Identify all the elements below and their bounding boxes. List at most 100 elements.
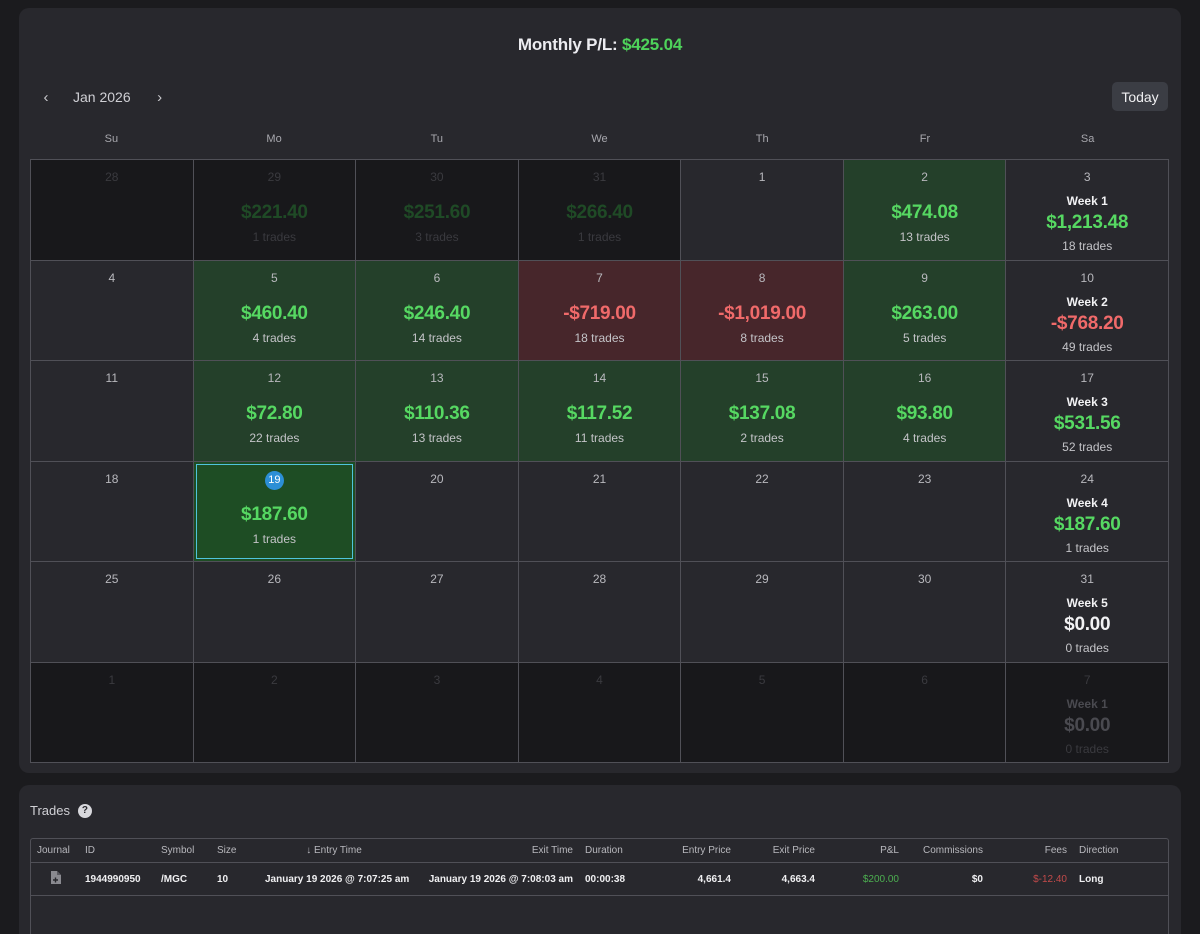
calendar-day-cell[interactable]: 2 $474.08 13 trades: [843, 160, 1006, 260]
calendar-day-cell[interactable]: 4: [31, 260, 193, 360]
trade-count: 52 trades: [1062, 440, 1113, 454]
column-header-commissions[interactable]: Commissions: [922, 845, 983, 856]
calendar-day-cell[interactable]: 15 $137.08 2 trades: [681, 361, 843, 461]
calendar-day-cell[interactable]: 2: [193, 662, 356, 762]
calendar-day-cell[interactable]: 6: [843, 662, 1006, 762]
trade-fees: $-12.40: [1033, 873, 1067, 885]
chevron-right-icon[interactable]: ›: [157, 88, 163, 106]
trade-entry-time: January 19 2026 @ 7:07:25 am: [265, 873, 410, 885]
calendar-day-cell[interactable]: 28: [31, 160, 193, 260]
calendar-day-cell[interactable]: 8 -$1,019.00 8 trades: [681, 260, 843, 360]
trade-count: 2 trades: [740, 431, 784, 445]
day-number: 29: [755, 572, 769, 586]
calendar-day-cell[interactable]: 29 $221.40 1 trades: [193, 160, 356, 260]
calendar-day-cell[interactable]: 9 $263.00 5 trades: [843, 260, 1006, 360]
calendar-day-cell[interactable]: 18: [31, 461, 193, 561]
calendar-day-cell[interactable]: 1: [31, 662, 193, 762]
trade-count: 49 trades: [1062, 339, 1113, 354]
trade-symbol: /MGC: [161, 873, 188, 885]
day-number: 3: [433, 672, 441, 687]
week-summary-cell[interactable]: 3 Week 1 $1,213.48 18 trades: [1006, 160, 1168, 260]
calendar-day-cell[interactable]: 6 $246.40 14 trades: [356, 260, 518, 360]
calendar-day-cell[interactable]: 30: [843, 562, 1006, 662]
calendar-day-cell[interactable]: 30 $251.60 3 trades: [356, 160, 518, 260]
pl-amount: $221.40: [241, 202, 308, 223]
column-header-exit-price[interactable]: Exit Price: [772, 845, 815, 856]
calendar-day-cell[interactable]: 5: [681, 662, 843, 762]
calendar-day-cell[interactable]: 31 $266.40 1 trades: [518, 160, 681, 260]
help-icon[interactable]: ?: [77, 803, 92, 818]
column-header-symbol[interactable]: Symbol: [161, 845, 195, 856]
column-header-entry-time[interactable]: ↓ Entry Time: [259, 845, 409, 856]
column-header-id[interactable]: ID: [85, 845, 95, 856]
column-header-direction[interactable]: Direction: [1079, 845, 1119, 856]
calendar-day-cell[interactable]: 29: [681, 562, 843, 662]
calendar-day-cell[interactable]: 11: [31, 361, 193, 461]
calendar-day-cell[interactable]: 28: [518, 562, 681, 662]
day-number: 22: [755, 471, 769, 486]
week-summary-cell[interactable]: 17 Week 3 $531.56 52 trades: [1006, 361, 1168, 461]
column-header-entry-price[interactable]: Entry Price: [682, 845, 731, 856]
calendar-panel: Monthly P/L: $425.04 ‹ Jan 2026 › Today …: [19, 8, 1181, 773]
monthly-pl: Monthly P/L: $425.04: [19, 35, 1181, 55]
trades-table-header: Journal ID Symbol Size ↓ Entry Time Exit Time…: [31, 839, 1168, 863]
pl-amount: $137.08: [728, 403, 796, 424]
calendar-day-cell[interactable]: 19 $187.60 1 trades: [193, 461, 356, 561]
journal-note-icon[interactable]: [50, 871, 61, 884]
column-header-duration[interactable]: Duration: [585, 845, 623, 856]
calendar-day-cell[interactable]: 14 $117.52 11 trades: [518, 361, 681, 461]
calendar-day-cell[interactable]: 22: [681, 461, 843, 561]
sort-down-icon[interactable]: ↓: [306, 845, 314, 856]
pl-amount: -$768.20: [1050, 312, 1124, 334]
weekday-label: Fr: [919, 133, 931, 145]
calendar-day-cell[interactable]: 4: [518, 662, 681, 762]
calendar-day-cell[interactable]: 25: [31, 562, 193, 662]
day-number: 2: [921, 170, 928, 184]
calendar-day-cell[interactable]: 7 -$719.00 18 trades: [518, 260, 681, 360]
calendar-day-cell[interactable]: 1: [681, 160, 843, 260]
day-number: 23: [917, 471, 932, 486]
calendar-day-cell[interactable]: 27: [356, 562, 518, 662]
trade-count: 22 trades: [249, 431, 300, 445]
trade-count: 13 trades: [899, 230, 950, 244]
journal-cell[interactable]: [31, 871, 79, 887]
calendar-day-cell[interactable]: 16 $93.80 4 trades: [843, 361, 1006, 461]
day-number: 1: [758, 170, 766, 184]
trade-count: 1 trades: [252, 531, 297, 546]
column-header-size[interactable]: Size: [217, 845, 237, 856]
week-label: Week 1: [1066, 696, 1108, 711]
monthly-pl-value: $425.04: [622, 35, 683, 54]
calendar-day-cell[interactable]: 5 $460.40 4 trades: [193, 260, 356, 360]
calendar-day-cell[interactable]: 23: [843, 461, 1006, 561]
week-summary-cell[interactable]: 7 Week 1 $0.00 0 trades: [1006, 662, 1168, 762]
month-navigator: ‹ Jan 2026 ›: [35, 86, 171, 108]
calendar-day-cell[interactable]: 12 $72.80 22 trades: [193, 361, 356, 461]
day-number: 4: [108, 270, 116, 285]
trade-count: 4 trades: [902, 431, 947, 445]
weekday-label: Th: [755, 133, 769, 145]
calendar-day-cell[interactable]: 26: [193, 562, 356, 662]
column-header-journal[interactable]: Journal: [37, 845, 70, 856]
week-summary-cell[interactable]: 31 Week 5 $0.00 0 trades: [1006, 562, 1168, 662]
trade-count: 8 trades: [740, 330, 784, 345]
week-summary-cell[interactable]: 24 Week 4 $187.60 1 trades: [1006, 461, 1168, 561]
day-number: 30: [917, 572, 932, 586]
column-header-pnl[interactable]: P&L: [880, 845, 899, 856]
pl-amount: $72.80: [246, 403, 303, 424]
week-label: Week 2: [1066, 294, 1108, 309]
today-button[interactable]: Today: [1112, 82, 1168, 111]
calendar-day-cell[interactable]: 13 $110.36 13 trades: [356, 361, 518, 461]
column-header-fees[interactable]: Fees: [1044, 845, 1067, 856]
week-label: Week 1: [1066, 194, 1108, 208]
calendar-day-cell[interactable]: 21: [518, 461, 681, 561]
day-number: 14: [592, 371, 607, 385]
trade-count: 0 trades: [1065, 741, 1109, 756]
trade-entry-price: 4,661.4: [697, 873, 731, 885]
pl-amount: -$1,019.00: [718, 302, 806, 324]
column-header-exit-time[interactable]: Exit Time: [531, 845, 573, 856]
week-summary-cell[interactable]: 10 Week 2 -$768.20 49 trades: [1006, 260, 1168, 360]
table-row[interactable]: 1944990950/MGC 10 January 19 2026 @ 7:07:2…: [31, 863, 1168, 896]
calendar-day-cell[interactable]: 3: [356, 662, 518, 762]
chevron-left-icon[interactable]: ‹: [43, 88, 49, 106]
calendar-day-cell[interactable]: 20: [356, 461, 518, 561]
